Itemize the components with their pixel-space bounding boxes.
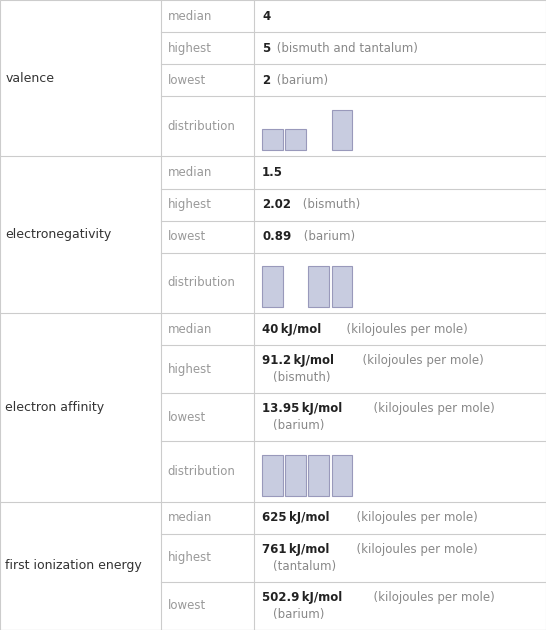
Text: median: median	[168, 323, 212, 336]
Text: (tantalum): (tantalum)	[273, 560, 336, 573]
Text: lowest: lowest	[168, 599, 206, 612]
Text: distribution: distribution	[168, 277, 235, 289]
Text: 2: 2	[262, 74, 270, 87]
Text: median: median	[168, 9, 212, 23]
Text: 1.5: 1.5	[262, 166, 283, 179]
Text: (barium): (barium)	[272, 74, 328, 87]
Text: highest: highest	[168, 42, 212, 55]
Bar	[308, 455, 329, 496]
Text: lowest: lowest	[168, 230, 206, 243]
Bar	[262, 129, 282, 151]
Text: 4: 4	[262, 9, 270, 23]
Text: median: median	[168, 511, 212, 524]
Text: 2.02: 2.02	[262, 198, 291, 211]
Text: (kilojoules per mole): (kilojoules per mole)	[339, 323, 467, 336]
Text: 625 kJ/mol: 625 kJ/mol	[262, 511, 330, 524]
Text: electronegativity: electronegativity	[5, 228, 112, 241]
Text: highest: highest	[168, 198, 212, 211]
Text: (barium): (barium)	[300, 230, 355, 243]
Text: (kilojoules per mole): (kilojoules per mole)	[349, 511, 478, 524]
Bar	[332, 455, 352, 496]
Bar	[262, 455, 282, 496]
Bar	[262, 266, 282, 307]
Text: (barium): (barium)	[273, 420, 324, 432]
Text: lowest: lowest	[168, 411, 206, 424]
Text: (bismuth and tantalum): (bismuth and tantalum)	[272, 42, 418, 55]
Text: 0.89: 0.89	[262, 230, 292, 243]
Bar	[286, 129, 306, 151]
Text: 5: 5	[262, 42, 270, 55]
Text: valence: valence	[5, 72, 55, 85]
Text: (barium): (barium)	[273, 608, 324, 621]
Text: (bismuth): (bismuth)	[273, 371, 330, 384]
Text: electron affinity: electron affinity	[5, 401, 105, 414]
Text: highest: highest	[168, 363, 212, 375]
Text: distribution: distribution	[168, 465, 235, 478]
Text: 91.2 kJ/mol: 91.2 kJ/mol	[262, 354, 334, 367]
Bar	[332, 110, 352, 151]
Text: first ionization energy: first ionization energy	[5, 559, 142, 572]
Text: (kilojoules per mole): (kilojoules per mole)	[355, 354, 484, 367]
Text: 13.95 kJ/mol: 13.95 kJ/mol	[262, 402, 342, 415]
Bar	[308, 266, 329, 307]
Text: median: median	[168, 166, 212, 179]
Text: (kilojoules per mole): (kilojoules per mole)	[366, 591, 494, 604]
Text: lowest: lowest	[168, 74, 206, 87]
Text: (bismuth): (bismuth)	[300, 198, 361, 211]
Text: 502.9 kJ/mol: 502.9 kJ/mol	[262, 591, 342, 604]
Text: (kilojoules per mole): (kilojoules per mole)	[349, 542, 478, 556]
Text: distribution: distribution	[168, 120, 235, 133]
Text: (kilojoules per mole): (kilojoules per mole)	[366, 402, 494, 415]
Text: 40 kJ/mol: 40 kJ/mol	[262, 323, 322, 336]
Text: highest: highest	[168, 551, 212, 564]
Bar	[286, 455, 306, 496]
Bar	[332, 266, 352, 307]
Text: 761 kJ/mol: 761 kJ/mol	[262, 542, 329, 556]
